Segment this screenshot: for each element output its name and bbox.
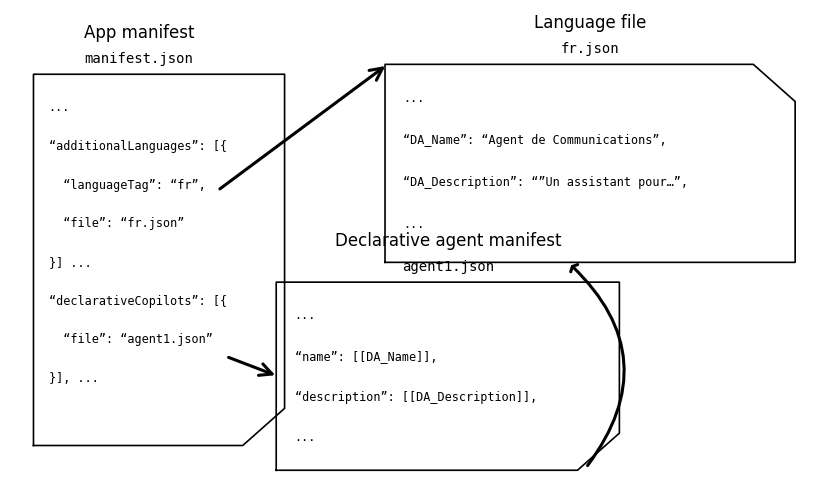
Text: “file”: “agent1.json”: “file”: “agent1.json”: [48, 333, 212, 346]
Text: fr.json: fr.json: [560, 42, 619, 56]
Text: agent1.json: agent1.json: [401, 260, 493, 274]
Text: }], ...: }], ...: [48, 372, 99, 385]
Text: ...: ...: [403, 218, 425, 231]
Text: “DA_Name”: “Agent de Communications”,: “DA_Name”: “Agent de Communications”,: [403, 134, 666, 147]
Text: ...: ...: [294, 431, 316, 444]
Text: “description”: [[DA_Description]],: “description”: [[DA_Description]],: [294, 391, 536, 403]
Text: App manifest: App manifest: [84, 24, 194, 42]
Text: ...: ...: [48, 101, 70, 114]
Text: “languageTag”: “fr”,: “languageTag”: “fr”,: [48, 179, 205, 192]
Text: “name”: [[DA_Name]],: “name”: [[DA_Name]],: [294, 350, 436, 363]
FancyArrowPatch shape: [570, 264, 624, 466]
Text: manifest.json: manifest.json: [84, 52, 193, 66]
Text: }] ...: }] ...: [48, 256, 91, 269]
Text: Declarative agent manifest: Declarative agent manifest: [334, 232, 560, 250]
Text: “declarativeCopilots”: [{: “declarativeCopilots”: [{: [48, 295, 227, 307]
Text: “additionalLanguages”: [{: “additionalLanguages”: [{: [48, 140, 227, 153]
Text: ...: ...: [294, 309, 316, 322]
Text: “file”: “fr.json”: “file”: “fr.json”: [48, 217, 184, 230]
Text: Language file: Language file: [533, 14, 645, 32]
Text: ...: ...: [403, 92, 425, 104]
Text: “DA_Description”: “”Un assistant pour…”,: “DA_Description”: “”Un assistant pour…”,: [403, 176, 688, 189]
